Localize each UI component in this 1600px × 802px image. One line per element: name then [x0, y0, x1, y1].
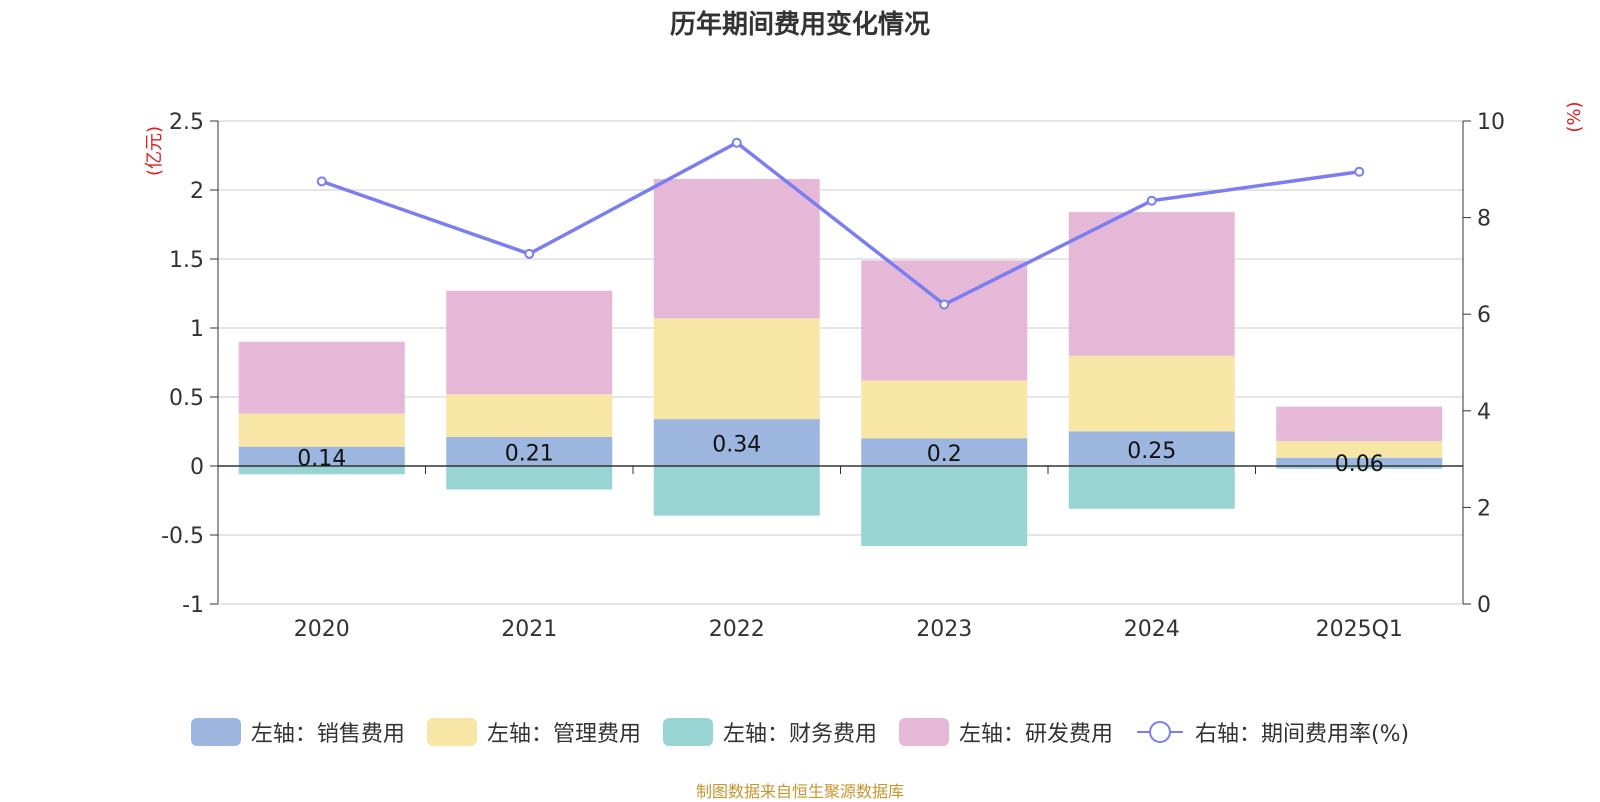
data-source-note: 制图数据来自恒生聚源数据库: [695, 782, 904, 801]
bar-finance: [1276, 466, 1443, 469]
legend-swatch-sales: [190, 718, 241, 746]
bar-admin: [861, 380, 1028, 439]
bar-admin: [1276, 441, 1443, 458]
bar-finance: [861, 466, 1028, 547]
right-axis-tick-label: 4: [1477, 400, 1491, 425]
left-axis-tick-label: -1: [182, 593, 204, 618]
data-label-sales: 0.14: [297, 446, 346, 471]
rate-point: [524, 248, 535, 259]
data-label-sales: 0.34: [712, 433, 761, 458]
legend-swatch-rnd: [898, 718, 949, 746]
left-axis-unit: (亿元): [144, 126, 165, 176]
bar-admin: [238, 413, 405, 447]
bar-rnd: [861, 260, 1028, 381]
legend-item-admin[interactable]: 左轴：管理费用: [426, 716, 641, 748]
rate-point: [731, 137, 742, 148]
legend-item-rate[interactable]: 右轴：期间费用率(%): [1135, 716, 1409, 748]
bar-finance: [653, 466, 820, 516]
right-axis-tick-label: 0: [1477, 593, 1491, 618]
right-axis-unit: (%): [1564, 101, 1585, 132]
right-axis-tick-label: 8: [1477, 207, 1491, 232]
legend-line-marker-icon: [1136, 721, 1183, 743]
bar-sales: [1068, 431, 1235, 466]
legend-label-rnd: 左轴：研发费用: [958, 722, 1113, 747]
left-axis-tick-label: 2.5: [169, 110, 204, 135]
legend-label-admin: 左轴：管理费用: [486, 722, 641, 747]
left-axis-tick-label: 0: [190, 455, 204, 480]
rate-point: [1354, 166, 1365, 177]
left-axis-tick-label: 2: [190, 179, 204, 204]
x-axis-tick-label: 2024: [1124, 617, 1180, 642]
legend-swatch-admin: [426, 718, 477, 746]
bar-finance: [238, 466, 405, 475]
data-label-sales: 0.21: [505, 442, 554, 467]
legend-swatch-finance: [662, 718, 713, 746]
left-axis-tick-label: 1.5: [169, 248, 204, 273]
right-axis-tick-label: 2: [1477, 496, 1491, 521]
legend-item-finance[interactable]: 左轴：财务费用: [662, 716, 877, 748]
x-axis-tick-label: 2023: [916, 617, 972, 642]
chart-canvas: -1 -0.5 0 0.5 1 1.5 2 2.5 0 2 4 6 8 10 (亿元) (%) 2020 2021…: [144, 101, 1585, 642]
x-axis-tick-label: 2021: [501, 617, 557, 642]
bar-sales: [238, 446, 405, 466]
bar-admin: [653, 318, 820, 420]
left-axis-tick-label: 0.5: [169, 386, 204, 411]
bar-sales: [861, 438, 1028, 466]
bar-rnd: [238, 341, 405, 414]
chart-title: 历年期间费用变化情况: [669, 10, 930, 40]
bar-sales: [653, 419, 820, 466]
left-axis-tick-label: 1: [190, 317, 204, 342]
x-axis-tick-label: 2025Q1: [1316, 617, 1403, 642]
bar-rnd: [653, 178, 820, 319]
bar-rnd: [446, 290, 613, 395]
right-axis-tick-label: 6: [1477, 303, 1491, 328]
x-axis-tick-label: 2022: [709, 617, 765, 642]
data-label-sales: 0.25: [1127, 439, 1176, 464]
rate-point: [1146, 195, 1157, 206]
rate-line: [321, 140, 1360, 307]
bar-finance: [1068, 466, 1235, 509]
legend-label-rate: 右轴：期间费用率(%): [1194, 722, 1410, 747]
legend: 左轴：销售费用 左轴：管理费用 左轴：财务费用 左轴：研发费用 右轴：期间费用率…: [0, 716, 1600, 748]
legend-label-sales: 左轴：销售费用: [250, 722, 405, 747]
bar-sales: [1276, 457, 1443, 466]
data-label-sales: 0.06: [1335, 452, 1384, 477]
right-axis-tick-label: 10: [1477, 110, 1505, 135]
legend-item-sales[interactable]: 左轴：销售费用: [190, 716, 405, 748]
bar-sales: [446, 437, 613, 466]
legend-item-rnd[interactable]: 左轴：研发费用: [898, 716, 1113, 748]
data-label-sales: 0.2: [927, 442, 962, 467]
legend-label-finance: 左轴：财务费用: [722, 722, 877, 747]
rate-point: [316, 176, 327, 187]
bar-admin: [1068, 355, 1235, 432]
bar-admin: [446, 394, 613, 438]
bar-finance: [446, 466, 613, 490]
rate-point: [939, 299, 950, 310]
bar-rnd: [1276, 406, 1443, 442]
bar-rnd: [1068, 212, 1235, 356]
left-axis-tick-label: -0.5: [161, 524, 204, 549]
x-axis-tick-label: 2020: [294, 617, 350, 642]
